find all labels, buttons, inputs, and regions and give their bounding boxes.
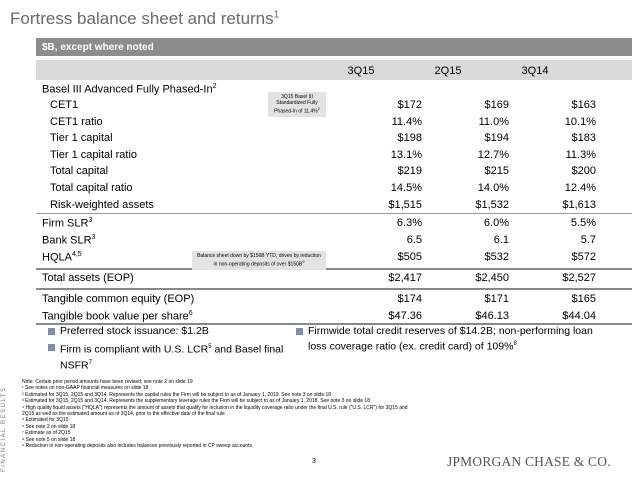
cell-2q15: $171 bbox=[484, 293, 509, 305]
cell-2q15: $215 bbox=[484, 165, 509, 178]
cell-3q15: $2,417 bbox=[388, 272, 422, 284]
cell-3q14: $1,613 bbox=[562, 198, 596, 211]
footnote: ⁴ High quality liquid assets ("HQLA") re… bbox=[22, 404, 408, 418]
callout-standardized-cet1: 3Q15 Basel III Standardized Fully Phased… bbox=[268, 92, 326, 117]
cell-2q15: 6.0% bbox=[483, 217, 509, 229]
page-number: 3 bbox=[312, 458, 316, 465]
cell-3q14: $44.04 bbox=[562, 309, 596, 322]
cell-3q14: 5.5% bbox=[570, 217, 596, 229]
row-label: Tangible common equity (EOP) bbox=[42, 293, 195, 305]
table-row: Basel III Advanced Fully Phased-In2 bbox=[36, 81, 632, 97]
cell-3q14: $183 bbox=[571, 132, 596, 145]
cell-2q15: $194 bbox=[484, 132, 509, 145]
cell-3q15: $47.36 bbox=[388, 309, 422, 322]
cell-3q15: $198 bbox=[397, 132, 422, 145]
divider bbox=[36, 323, 632, 325]
cell-2q15: 11.0% bbox=[478, 115, 509, 128]
cell-2q15: $532 bbox=[484, 250, 509, 263]
bullet-credit-reserves: Firmwide total credit reserves of $14.2B… bbox=[296, 325, 632, 367]
cell-3q14: 12.4% bbox=[564, 182, 596, 194]
cell-3q15: 6.5 bbox=[406, 233, 422, 246]
cell-3q14: $200 bbox=[571, 165, 596, 178]
cell-3q15: $172 bbox=[397, 99, 422, 111]
footnote: ⁷ Estimate as of 2Q15 bbox=[22, 430, 71, 437]
table-row: Total assets (EOP) $2,417 $2,450 $2,527 bbox=[36, 270, 632, 286]
table-row: Tier 1 capital $198 $194 $183 bbox=[36, 130, 632, 146]
cell-3q14: $2,527 bbox=[562, 272, 596, 284]
cell-3q14: $163 bbox=[571, 99, 596, 111]
cell-2q15: 6.1 bbox=[493, 233, 509, 246]
table-row: Firm SLR3 6.3% 6.0% 5.5% bbox=[36, 215, 632, 231]
cell-2q15: $2,450 bbox=[475, 272, 509, 284]
table-row: Tangible common equity (EOP) $174 $171 $165 bbox=[36, 291, 632, 307]
row-label: Tangible book value per share6 bbox=[42, 309, 193, 323]
cell-3q14: 5.7 bbox=[580, 233, 596, 246]
row-label: Firm SLR3 bbox=[42, 217, 93, 230]
cell-2q15: $169 bbox=[484, 99, 509, 111]
row-label: Risk-weighted assets bbox=[50, 198, 154, 211]
jpmorgan-logo: JPMORGAN CHASE & CO. bbox=[447, 454, 611, 469]
row-label: Tier 1 capital bbox=[50, 132, 113, 145]
cell-3q14: 11.3% bbox=[565, 148, 596, 161]
cell-3q14: $572 bbox=[571, 250, 596, 263]
footnote: ² Estimated for 3Q15, 2Q15 and 3Q14. Rep… bbox=[22, 391, 332, 398]
column-header-3q14: 3Q14 bbox=[521, 65, 549, 77]
footnote: ⁸ See note 5 on slide 18 bbox=[22, 436, 76, 443]
cell-3q15: $219 bbox=[397, 165, 422, 178]
table-row: CET1 $172 $169 $163 bbox=[36, 97, 632, 113]
row-label: Total assets (EOP) bbox=[42, 272, 134, 284]
divider bbox=[36, 288, 632, 290]
table-row: Total capital $219 $215 $200 bbox=[36, 163, 632, 179]
cell-3q15: $174 bbox=[397, 293, 422, 305]
column-header-2q15: 2Q15 bbox=[434, 65, 462, 77]
row-label: CET1 ratio bbox=[50, 115, 103, 128]
footnote: ⁵ Estimated for 3Q15 bbox=[22, 417, 69, 424]
cell-3q15: 13.1% bbox=[390, 148, 422, 161]
footnote: ⁹ Reduction in non-operating deposits al… bbox=[22, 443, 252, 450]
column-header-3q15: 3Q15 bbox=[347, 65, 375, 77]
table-row: CET1 ratio 11.4% 11.0% 10.1% bbox=[36, 114, 632, 130]
footnote: ⁶ See note 2 on slide 18 bbox=[22, 423, 76, 430]
cell-2q15: $1,532 bbox=[475, 198, 509, 211]
cell-2q15: 12.7% bbox=[477, 148, 509, 161]
cell-3q14: 10.1% bbox=[564, 115, 596, 128]
cell-3q14: $165 bbox=[571, 293, 596, 305]
divider bbox=[36, 268, 632, 270]
row-label: Bank SLR3 bbox=[42, 233, 96, 247]
footnote: ³ Estimated for 3Q15, 2Q15 and 3Q14. Rep… bbox=[22, 398, 370, 405]
table-row: Tangible book value per share6 $47.36 $46.… bbox=[36, 308, 632, 324]
cell-3q15: 14.5% bbox=[390, 182, 422, 194]
table-row: Bank SLR3 6.5 6.1 5.7 bbox=[36, 232, 632, 248]
row-label: Basel III Advanced Fully Phased-In2 bbox=[42, 83, 217, 96]
units-banner: $B, except where noted bbox=[36, 38, 632, 56]
page-title: Fortress balance sheet and returns1 bbox=[10, 9, 280, 28]
footnote: ¹ See notes on non-GAAP financial measur… bbox=[22, 385, 149, 392]
row-label: Total capital ratio bbox=[50, 182, 133, 194]
cell-3q15: 6.3% bbox=[396, 217, 422, 229]
table-row: Total capital ratio 14.5% 14.0% 12.4% bbox=[36, 180, 632, 196]
column-header-band bbox=[36, 60, 632, 80]
table-row: HQLA4,5 $505 $532 $572 bbox=[36, 249, 632, 265]
cell-2q15: $46.13 bbox=[475, 309, 509, 322]
row-label: CET1 bbox=[50, 99, 79, 111]
row-label: HQLA4,5 bbox=[42, 250, 82, 264]
cell-2q15: 14.0% bbox=[477, 182, 509, 194]
footnotes: Note: Certain prior period amounts have … bbox=[22, 379, 418, 449]
footnote: Note: Certain prior period amounts have … bbox=[22, 379, 193, 385]
cell-3q15: 11.4% bbox=[391, 115, 422, 128]
bullet-lcr-compliance: Firm is compliant with U.S. LCR5 and Bas… bbox=[48, 341, 298, 371]
table-row: Tier 1 capital ratio 13.1% 12.7% 11.3% bbox=[36, 147, 632, 163]
row-label: Tier 1 capital ratio bbox=[50, 148, 138, 161]
callout-balance-sheet-reduction: Balance sheet down by $156B YTD, driven … bbox=[192, 251, 326, 270]
row-label: Total capital bbox=[50, 165, 109, 178]
divider bbox=[36, 213, 632, 214]
side-section-label: FINANCIAL RESULTS bbox=[1, 386, 7, 472]
cell-3q15: $1,515 bbox=[388, 198, 422, 211]
table-row: Risk-weighted assets $1,515 $1,532 $1,613 bbox=[36, 197, 632, 213]
cell-3q15: $505 bbox=[397, 250, 422, 263]
